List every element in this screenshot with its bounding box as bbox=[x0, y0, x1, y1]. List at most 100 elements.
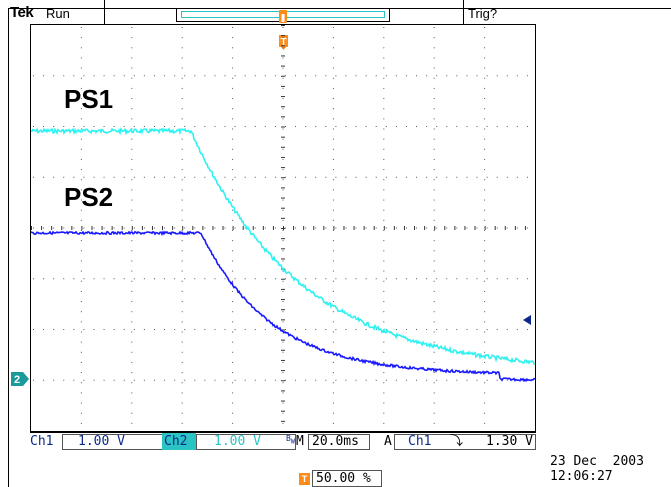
grid-dot bbox=[332, 311, 334, 313]
grid-dot bbox=[80, 189, 82, 191]
grid-dot bbox=[395, 329, 397, 330]
grid-dot bbox=[433, 382, 435, 384]
ch1-label[interactable]: Ch1 bbox=[30, 434, 54, 449]
grid-dot bbox=[254, 75, 256, 77]
grid-dot bbox=[181, 382, 183, 384]
grid-dot bbox=[80, 270, 82, 272]
grid-dot bbox=[123, 126, 125, 127]
grid-dot bbox=[232, 250, 234, 252]
grid-dot bbox=[174, 126, 176, 127]
grid-dot bbox=[433, 47, 435, 49]
grid-dot bbox=[486, 126, 488, 127]
grid-dot bbox=[131, 77, 133, 79]
ch2-label[interactable]: Ch2 bbox=[162, 433, 196, 450]
grid-dot bbox=[433, 118, 435, 120]
grid-dot bbox=[232, 108, 234, 110]
axis-tick bbox=[281, 45, 285, 47]
grid-dot bbox=[345, 75, 347, 77]
grid-dot bbox=[506, 75, 508, 77]
grid-dot bbox=[33, 75, 34, 77]
grid-dot bbox=[73, 176, 75, 178]
grid-dot bbox=[103, 227, 105, 229]
axis-tick bbox=[281, 25, 285, 26]
grid-dot bbox=[131, 382, 133, 384]
grid-dot bbox=[131, 57, 133, 59]
grid-dot bbox=[383, 209, 385, 211]
grid-dot bbox=[232, 77, 234, 79]
grid-dot bbox=[53, 227, 55, 229]
trigger-position-marker[interactable]: T bbox=[276, 8, 290, 50]
grid-dot bbox=[181, 37, 183, 39]
grid-dot bbox=[33, 176, 34, 178]
grid-dot bbox=[426, 176, 428, 178]
grid-dot bbox=[234, 75, 236, 77]
grid-dot bbox=[315, 75, 317, 77]
grid-dot bbox=[484, 169, 486, 171]
grid-dot bbox=[416, 278, 418, 280]
grid-dot bbox=[484, 280, 486, 282]
grid-dot bbox=[232, 311, 234, 313]
grid-dot bbox=[466, 126, 468, 127]
waveform-display[interactable] bbox=[30, 24, 536, 432]
grid-dot bbox=[83, 329, 85, 330]
grid-dot bbox=[181, 412, 183, 414]
grid-dot bbox=[43, 379, 45, 381]
grid-dot bbox=[446, 75, 448, 77]
ch2-ground-marker[interactable]: 2 bbox=[10, 371, 30, 387]
grid-dot bbox=[123, 278, 125, 280]
grid-dot bbox=[254, 329, 256, 330]
grid-dot bbox=[274, 126, 276, 127]
horizontal-scale[interactable]: 20.0ms bbox=[312, 434, 359, 449]
grid-dot bbox=[131, 47, 133, 49]
grid-dot bbox=[123, 176, 125, 178]
axis-tick bbox=[281, 319, 285, 321]
axis-tick bbox=[444, 226, 446, 230]
grid-dot bbox=[383, 199, 385, 201]
grid-dot bbox=[433, 57, 435, 59]
grid-dot bbox=[282, 189, 284, 191]
axis-tick bbox=[281, 75, 285, 77]
grid-dot bbox=[282, 57, 284, 59]
grid-dot bbox=[332, 169, 334, 171]
axis-tick bbox=[281, 65, 285, 67]
grid-dot bbox=[131, 321, 133, 323]
grid-dot bbox=[436, 176, 438, 178]
trigger-source[interactable]: Ch1 bbox=[408, 434, 432, 449]
trigger-position-value[interactable]: 50.00 % bbox=[316, 471, 371, 486]
grid-dot bbox=[274, 379, 276, 381]
trigger-level-marker[interactable] bbox=[522, 315, 532, 325]
grid-dot bbox=[365, 379, 367, 381]
axis-tick bbox=[281, 156, 285, 158]
trigger-mode-label: A bbox=[384, 434, 392, 449]
grid-dot bbox=[181, 108, 183, 110]
grid-dot bbox=[224, 126, 226, 127]
grid-dot bbox=[131, 67, 133, 69]
grid-dot bbox=[181, 87, 183, 89]
grid-dot bbox=[332, 108, 334, 110]
grid-dot bbox=[285, 126, 286, 127]
grid-dot bbox=[484, 199, 486, 201]
grid-dot bbox=[365, 227, 367, 229]
status-divider bbox=[104, 0, 105, 24]
axis-tick bbox=[484, 226, 486, 230]
trigger-level[interactable]: 1.30 V bbox=[486, 434, 533, 449]
grid-dot bbox=[282, 270, 284, 272]
grid-dot bbox=[383, 27, 385, 28]
grid-dot bbox=[516, 176, 518, 178]
grid-dot bbox=[80, 37, 82, 39]
grid-dot bbox=[131, 138, 133, 140]
grid-dot bbox=[335, 329, 337, 330]
grid-dot bbox=[214, 126, 216, 127]
grid-dot bbox=[506, 126, 508, 127]
axis-tick bbox=[281, 349, 285, 351]
grid-dot bbox=[433, 240, 435, 242]
grid-dot bbox=[80, 351, 82, 353]
grid-dot bbox=[332, 27, 334, 28]
grid-dot bbox=[426, 126, 428, 127]
ps2-label: PS2 bbox=[64, 182, 114, 212]
grid-dot bbox=[476, 176, 478, 178]
grid-dot bbox=[181, 341, 183, 343]
grid-dot bbox=[385, 278, 387, 280]
grid-dot bbox=[131, 179, 133, 181]
grid-dot bbox=[385, 227, 387, 229]
